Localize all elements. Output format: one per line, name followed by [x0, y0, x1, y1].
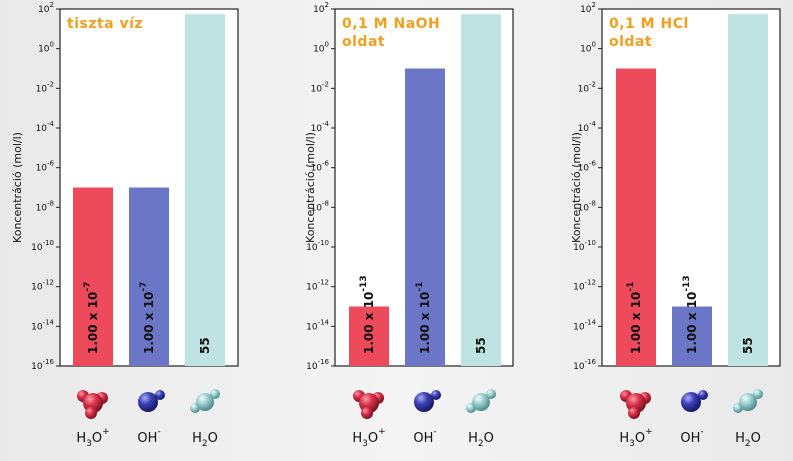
water-icon — [733, 389, 763, 413]
hydroxide-icon — [681, 390, 708, 412]
bar-value-label-2: 1.00 x 10-13 — [682, 275, 699, 354]
y-tick-label: 10-8 — [36, 199, 54, 213]
y-tick-label: 10-10 — [573, 239, 596, 253]
bar-1 — [616, 68, 656, 366]
bar-value-label-2: 1.00 x 10-7 — [139, 282, 156, 354]
y-tick-label: 10-12 — [573, 279, 596, 293]
hydronium-icon — [620, 390, 651, 419]
y-tick-label: 10-14 — [31, 318, 54, 332]
bar-3 — [728, 14, 768, 366]
y-tick-label: 10-4 — [311, 120, 330, 134]
y-tick-label: 100 — [38, 41, 54, 55]
panel-title: tiszta víz — [67, 16, 143, 32]
y-tick-label: 10-16 — [31, 358, 54, 372]
molecule-label-1: H3O+ — [76, 427, 109, 449]
bar-1 — [73, 187, 113, 366]
y-tick-label: 10-14 — [306, 318, 329, 332]
water-icon — [466, 389, 496, 413]
y-axis-label: Koncentráció (mol/l) — [304, 132, 317, 243]
y-tick-label: 10-8 — [311, 199, 329, 213]
molecule-label-3: H2O — [192, 431, 218, 449]
molecule-label-2: OH- — [137, 427, 160, 446]
y-tick-label: 10-2 — [36, 80, 54, 94]
y-axis-label: Koncentráció (mol/l) — [11, 132, 24, 243]
y-tick-label: 10-10 — [306, 239, 329, 253]
bar-value-label-1: 1.00 x 10-13 — [359, 275, 376, 354]
panel-title: 0,1 M NaOH oldat — [342, 16, 440, 50]
y-tick-label: 10-6 — [578, 160, 597, 174]
y-tick-label: 10-6 — [36, 160, 55, 174]
molecule-label-1: H3O+ — [619, 427, 652, 449]
y-tick-label: 102 — [580, 1, 596, 15]
bar-value-label-1: 1.00 x 10-7 — [83, 282, 100, 354]
bar-2 — [129, 187, 169, 366]
y-tick-label: 10-4 — [578, 120, 597, 134]
y-tick-label: 102 — [38, 1, 54, 15]
molecule-label-3: H2O — [735, 431, 761, 449]
bar-value-label-2: 1.00 x 10-1 — [415, 282, 432, 354]
hydroxide-icon — [414, 390, 441, 412]
y-tick-label: 10-6 — [311, 160, 330, 174]
y-tick-label: 100 — [580, 41, 596, 55]
y-tick-label: 10-2 — [578, 80, 596, 94]
y-tick-label: 100 — [313, 41, 329, 55]
bar-value-label-3: 55 — [198, 337, 212, 354]
y-tick-label: 10-16 — [306, 358, 329, 372]
y-tick-label: 10-12 — [31, 279, 54, 293]
y-axis-label: Koncentráció (mol/l) — [570, 132, 583, 243]
molecule-label-1: H3O+ — [352, 427, 385, 449]
y-tick-label: 10-10 — [31, 239, 54, 253]
bar-1 — [349, 306, 389, 366]
molecule-label-2: OH- — [680, 427, 703, 446]
bar-3 — [185, 14, 225, 366]
y-tick-label: 10-2 — [311, 80, 329, 94]
chart-panel-3: 102 100 10-2 10-4 10-6 10-8 10-10 10-12 10-14 10-… — [570, 1, 781, 449]
y-tick-label: 10-16 — [573, 358, 596, 372]
water-icon — [190, 389, 220, 413]
y-tick-label: 102 — [313, 1, 329, 15]
y-tick-label: 10-12 — [306, 279, 329, 293]
y-tick-label: 10-4 — [36, 120, 55, 134]
panel-title: 0,1 M HCl oldat — [609, 16, 689, 50]
hydroxide-icon — [138, 390, 165, 412]
bar-2 — [405, 68, 445, 366]
chart-panel-1: 102 100 10-2 10-4 10-6 10-8 10-10 10-12 10-14 10-… — [11, 1, 239, 449]
y-tick-label: 10-14 — [573, 318, 596, 332]
bar-value-label-3: 55 — [741, 337, 755, 354]
bar-3 — [461, 14, 501, 366]
y-tick-label: 10-8 — [578, 199, 596, 213]
hydronium-icon — [353, 390, 384, 419]
bar-2 — [672, 306, 712, 366]
molecule-label-3: H2O — [468, 431, 494, 449]
bar-value-label-3: 55 — [474, 337, 488, 354]
hydronium-icon — [77, 390, 108, 419]
chart-panel-2: 102 100 10-2 10-4 10-6 10-8 10-10 10-12 10-14 10-… — [304, 1, 514, 449]
molecule-label-2: OH- — [413, 427, 436, 446]
bar-value-label-1: 1.00 x 10-1 — [626, 282, 643, 354]
